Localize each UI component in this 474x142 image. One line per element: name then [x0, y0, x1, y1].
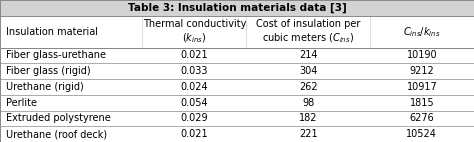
Bar: [0, 0, 474, 16]
Text: 9212: 9212: [410, 66, 434, 76]
Text: Urethane (rigid): Urethane (rigid): [6, 82, 83, 92]
Text: 0.054: 0.054: [181, 98, 208, 108]
Text: 10917: 10917: [407, 82, 437, 92]
Text: Insulation material: Insulation material: [6, 27, 98, 37]
Text: Perlite: Perlite: [6, 98, 36, 108]
Bar: [0, 16, 474, 48]
Bar: [0, 110, 474, 126]
Text: 182: 182: [299, 113, 318, 123]
Text: 0.029: 0.029: [181, 113, 208, 123]
Text: Cost of insulation per
cubic meters ($C_{ins}$): Cost of insulation per cubic meters ($C_…: [256, 19, 360, 45]
Text: 10524: 10524: [406, 129, 438, 139]
Bar: [0, 48, 474, 63]
Text: 10190: 10190: [407, 50, 437, 60]
Bar: [0, 126, 474, 142]
Text: 221: 221: [299, 129, 318, 139]
Text: 214: 214: [299, 50, 318, 60]
Text: Table 3: Insulation materials data [3]: Table 3: Insulation materials data [3]: [128, 3, 346, 13]
Text: 304: 304: [299, 66, 317, 76]
Text: 0.021: 0.021: [181, 50, 208, 60]
Text: 6276: 6276: [410, 113, 434, 123]
Text: Extruded polystyrene: Extruded polystyrene: [6, 113, 110, 123]
Text: $C_{ins}$/$k_{ins}$: $C_{ins}$/$k_{ins}$: [403, 25, 440, 39]
Text: 0.024: 0.024: [181, 82, 208, 92]
Text: 0.033: 0.033: [181, 66, 208, 76]
Text: 0.021: 0.021: [181, 129, 208, 139]
Text: 262: 262: [299, 82, 318, 92]
Text: Fiber glass (rigid): Fiber glass (rigid): [6, 66, 91, 76]
Bar: [0, 79, 474, 95]
Text: Thermal conductivity
($k_{ins}$): Thermal conductivity ($k_{ins}$): [143, 19, 246, 45]
Bar: [0, 63, 474, 79]
Text: Fiber glass-urethane: Fiber glass-urethane: [6, 50, 106, 60]
Text: 1815: 1815: [410, 98, 434, 108]
Text: 98: 98: [302, 98, 314, 108]
Text: Urethane (roof deck): Urethane (roof deck): [6, 129, 107, 139]
Bar: [0, 95, 474, 110]
